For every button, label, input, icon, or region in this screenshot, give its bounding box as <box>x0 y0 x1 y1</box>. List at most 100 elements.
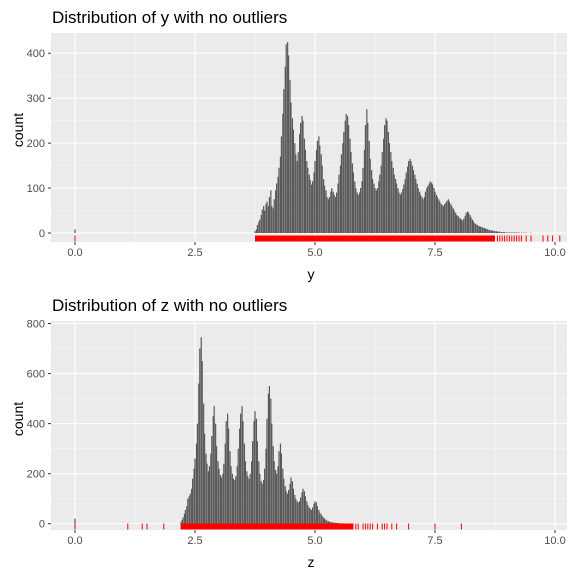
histogram-bar <box>333 522 335 524</box>
histogram-bar <box>265 448 267 524</box>
y-axis-title: count <box>10 402 26 436</box>
histogram-bar <box>191 488 193 524</box>
histogram-bar <box>302 488 304 524</box>
histogram-bar <box>181 519 183 524</box>
histogram-bar <box>290 102 292 234</box>
histogram-bar <box>186 506 188 524</box>
histogram-bar <box>328 197 330 234</box>
histogram-bar <box>204 433 206 524</box>
histogram-bar <box>299 501 301 524</box>
histogram-bar <box>254 411 256 524</box>
y-tick-label: 800 <box>27 319 45 331</box>
histogram-bar <box>337 183 339 234</box>
histogram-bar <box>429 181 431 234</box>
histogram-bar <box>387 131 390 234</box>
histogram-bar <box>347 116 349 234</box>
histogram-bar <box>369 158 371 234</box>
histogram-bar <box>267 206 270 234</box>
histogram-bar <box>383 138 385 234</box>
histogram-bar <box>231 473 234 524</box>
histogram-bar <box>294 494 296 524</box>
histogram-bar <box>469 215 471 234</box>
histogram-bar <box>319 512 321 524</box>
histogram-bar <box>404 179 406 234</box>
histogram-bar <box>318 509 320 524</box>
histogram-bar <box>246 471 248 524</box>
histogram-bar <box>236 466 238 524</box>
histogram-bar <box>313 503 315 524</box>
histogram-bar <box>284 66 286 234</box>
x-tick-label: 10.0 <box>544 247 565 259</box>
histogram-bar <box>253 421 255 524</box>
histogram-bar <box>295 498 297 524</box>
histogram-bar <box>357 194 359 234</box>
histogram-bar <box>468 212 470 234</box>
histogram-bar <box>195 443 198 524</box>
histogram-bar <box>316 140 318 234</box>
histogram-bar <box>471 219 474 234</box>
histogram-bar <box>496 231 498 234</box>
histogram-bar <box>215 423 217 524</box>
histogram-bar <box>206 463 208 524</box>
histogram-bar <box>196 423 198 524</box>
histogram-bar <box>208 466 210 524</box>
y-tick-label: 400 <box>27 48 45 60</box>
chart-panel-y: Distribution of y with no outliers count… <box>10 8 567 282</box>
histogram-bar <box>431 182 433 234</box>
histogram-bar <box>285 491 287 524</box>
histogram-bar <box>501 232 503 234</box>
histogram-bar <box>352 172 354 234</box>
histogram-bar <box>312 181 314 234</box>
histogram-bar <box>327 199 330 234</box>
histogram-bar <box>313 172 315 234</box>
histogram-bar <box>301 116 303 234</box>
histogram-bar <box>300 497 302 524</box>
histogram-bar <box>184 509 186 524</box>
histogram-bar <box>445 202 447 234</box>
histogram-bar <box>263 206 265 234</box>
histogram-bar <box>302 120 304 234</box>
histogram-bar <box>368 140 370 234</box>
histogram-bar <box>297 502 299 524</box>
histogram-bar <box>388 143 390 234</box>
histogram-bar <box>248 478 250 524</box>
x-axis-title: z <box>308 554 315 570</box>
histogram-bar <box>272 208 274 234</box>
histogram-bar <box>247 476 249 524</box>
y-tick-label: 0 <box>39 519 45 531</box>
histogram-bar <box>266 418 268 524</box>
histogram-bar <box>239 428 241 524</box>
histogram-bar <box>391 161 393 234</box>
histogram-bar <box>360 188 362 234</box>
histogram-bar <box>459 218 462 234</box>
histogram-bar <box>398 192 400 234</box>
histogram-bar <box>321 516 323 524</box>
histogram-bar <box>307 504 309 524</box>
histogram-bar <box>364 125 366 234</box>
histogram-bar <box>428 183 430 234</box>
histogram-bar <box>290 477 292 524</box>
histogram-bar <box>249 473 251 524</box>
histogram-bar <box>292 488 294 524</box>
histogram-bar <box>237 448 239 524</box>
histogram-bar <box>212 416 214 524</box>
histogram-bar <box>254 231 256 234</box>
histogram-bar <box>277 466 279 524</box>
histogram-bar <box>361 181 363 234</box>
x-tick-label: 5.0 <box>307 535 322 547</box>
histogram-bar <box>303 491 306 524</box>
histogram-bar <box>211 436 213 524</box>
histogram-bar <box>467 211 469 234</box>
histogram-bar <box>397 188 399 234</box>
histogram-bar <box>457 215 459 234</box>
histogram-bar <box>280 136 282 234</box>
histogram-bar <box>491 230 493 234</box>
histogram-bar <box>217 461 219 524</box>
histogram-bar <box>366 109 368 234</box>
rug-band <box>255 235 495 242</box>
histogram-bar <box>263 479 265 524</box>
histogram-bar <box>216 446 218 524</box>
histogram-bar <box>288 55 290 234</box>
histogram-bar <box>362 167 364 234</box>
